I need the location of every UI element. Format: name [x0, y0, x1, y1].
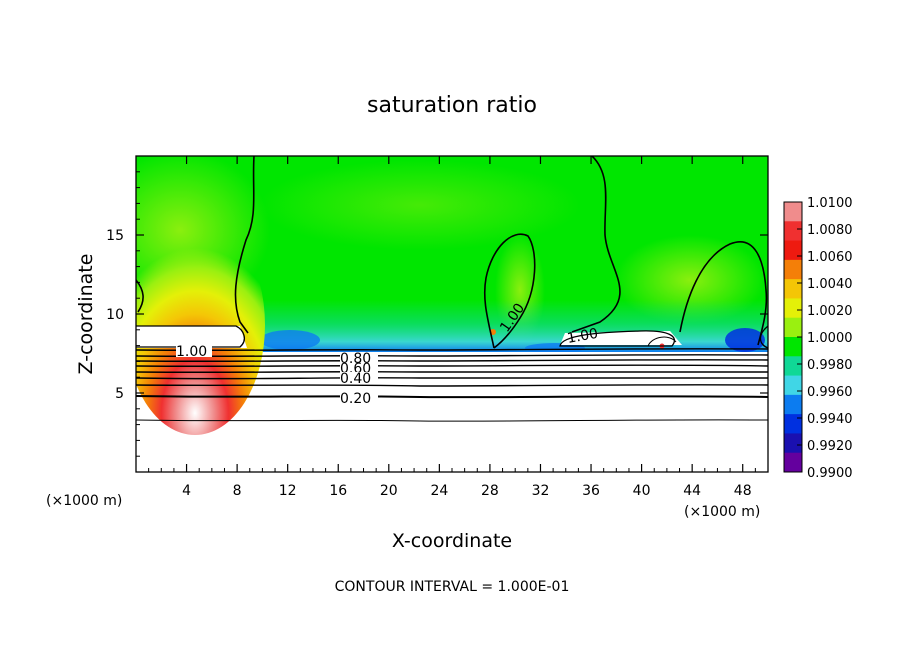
colorbar-tick-label: 1.0100: [807, 196, 853, 211]
x-tick-label: 32: [532, 483, 550, 499]
contour-0-60: [136, 364, 768, 367]
x-tick-label: 36: [582, 483, 600, 499]
colorbar-tick-label: 1.0000: [807, 331, 853, 346]
x-tick-label: 12: [279, 483, 297, 499]
x-axis-ticks: 4 8 12 16 20 24 28 32 36 40 44 48: [148, 156, 756, 499]
contour-interval-text: CONTOUR INTERVAL = 1.000E-01: [335, 579, 570, 595]
contour-0-80: [136, 354, 768, 357]
colorbar-swatch: [784, 298, 802, 319]
colorbar-tick-label: 1.0040: [807, 277, 853, 292]
x-tick-label: 44: [683, 483, 701, 499]
contour-label-bg: [340, 372, 378, 384]
x-tick-label: 48: [734, 483, 752, 499]
contour-label-0-20: 0.20: [340, 391, 371, 407]
x-axis-title: X-coordinate: [392, 530, 512, 552]
colorbar-tick-label: 0.9980: [807, 358, 853, 373]
colorbar-swatch: [784, 240, 802, 261]
colorbar-swatch: [784, 337, 802, 357]
contour-label-1-00-left: 1.00: [176, 344, 207, 360]
colorbar-tick-label: 0.9960: [807, 385, 853, 400]
contour-label-bg: [340, 391, 378, 403]
contour-0-20: [136, 395, 768, 399]
colorbar-swatch: [784, 317, 802, 338]
x-tick-label: 8: [233, 483, 242, 499]
chart-title: saturation ratio: [367, 93, 537, 118]
colorbar: 1.0100 1.0080 1.0060 1.0040 1.0020 1.0000 0.99…: [783, 196, 853, 481]
colorbar-tick-label: 0.9900: [807, 466, 853, 481]
contour-1-00-right-cell-inner: [647, 336, 677, 347]
y-tick-label: 15: [106, 228, 124, 244]
blue-patch-left: [260, 330, 320, 350]
x-unit-label-left: (×1000 m): [46, 493, 122, 509]
colorbar-tick-label: 0.9940: [807, 412, 853, 427]
contour-label-bg: [340, 363, 378, 373]
supersaturated-plume: [136, 215, 265, 435]
contour-1-00-right-edge: [759, 325, 768, 349]
plot-area: 1.00 1.00 1.00 0.80 0.60 0.40 0.20: [136, 156, 768, 472]
colorbar-swatch: [784, 394, 802, 415]
x-tick-label: 16: [329, 483, 347, 499]
contour-label-bg: [340, 352, 378, 363]
contour-label-0-40: 0.40: [340, 371, 371, 387]
contour-0-90: [136, 348, 768, 351]
x-tick-label: 28: [481, 483, 499, 499]
colorbar-swatch: [784, 221, 802, 242]
contour-0-50: [136, 371, 768, 373]
colorbar-swatch: [784, 452, 802, 473]
x-tick-label: 40: [633, 483, 651, 499]
colorbar-swatch: [784, 259, 802, 280]
y-tick-label: 10: [106, 307, 124, 323]
contour-0-70: [136, 359, 768, 362]
colorbar-tick-label: 1.0020: [807, 304, 853, 319]
contour-0-40: [136, 377, 768, 380]
x-tick-label: 24: [430, 483, 448, 499]
colorbar-swatch: [784, 414, 802, 434]
contour-0-10: [136, 419, 768, 422]
colorbar-swatch: [784, 356, 802, 377]
colorbar-swatch: [784, 375, 802, 396]
y-axis-title: Z-coordinate: [75, 254, 97, 375]
x-tick-label: 4: [182, 483, 191, 499]
colorbar-tick-label: 1.0060: [807, 250, 853, 265]
green-yellow-patch-top: [260, 160, 580, 250]
contour-1-00-left-column: [234, 156, 255, 334]
colorbar-swatch: [784, 279, 802, 299]
colorbar-tick-label: 1.0080: [807, 223, 853, 238]
x-unit-label-right: (×1000 m): [684, 504, 760, 520]
colorbar-swatch: [784, 433, 802, 454]
y-axis-ticks: 5 10 15: [106, 171, 768, 457]
plume-base-white: [136, 326, 247, 348]
contour-label-bg: [176, 344, 212, 357]
y-tick-label: 5: [115, 386, 124, 402]
contour-1-00-right-column: [571, 156, 621, 333]
contour-1-00-center-lobe: [483, 233, 536, 349]
blue-patch-right: [725, 328, 765, 352]
x-tick-label: 20: [380, 483, 398, 499]
colorbar-swatch: [784, 202, 802, 222]
contour-0-30: [136, 384, 768, 387]
contour-label-1-00-right: 1.00: [566, 326, 599, 347]
contour-1-00-plume-base: [136, 325, 246, 348]
colorbar-tick-label: 0.9920: [807, 439, 853, 454]
